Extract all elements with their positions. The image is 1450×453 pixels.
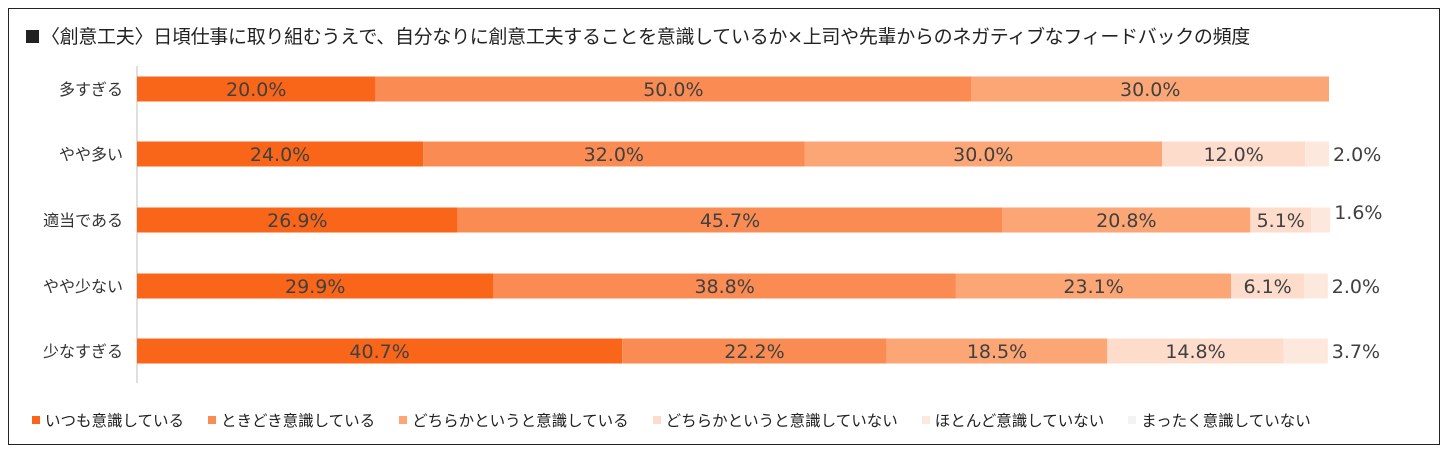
data-label: 2.0% <box>1333 144 1381 166</box>
title-square-icon <box>26 30 39 43</box>
data-label: 6.1% <box>1243 276 1291 298</box>
legend: いつも意識している ときどき意識している どちらかというと意識している どちらかという… <box>32 409 1311 431</box>
legend-item: ほとんど意識していない <box>921 409 1105 431</box>
data-label: 30.0% <box>953 144 1013 166</box>
category-label: やや少ない <box>43 277 123 296</box>
bar-segment <box>971 76 1329 102</box>
chart-title: 〈創意工夫〉日頃仕事に取り組むうえで、自分なりに創意工夫することを意識しているか… <box>26 22 1250 49</box>
bar-segment <box>137 207 458 233</box>
bar-segment <box>1002 207 1251 233</box>
legend-swatch <box>32 416 40 424</box>
bar-segment <box>1107 338 1284 364</box>
data-label: 30.0% <box>1120 79 1180 101</box>
bar-segment <box>1231 273 1304 299</box>
chart-frame <box>8 8 1440 445</box>
bar-segment <box>886 338 1108 364</box>
bar-segment <box>1250 207 1312 233</box>
bar-segment <box>493 273 956 299</box>
category-label: 少なすぎる <box>43 342 123 361</box>
bar-segment <box>1303 273 1328 299</box>
bar-segment <box>375 76 972 102</box>
data-label: 24.0% <box>250 144 310 166</box>
data-label: 29.9% <box>285 276 345 298</box>
data-label: 18.5% <box>967 341 1027 363</box>
bar-segment <box>1305 141 1329 167</box>
data-label: 45.7% <box>700 210 760 232</box>
legend-swatch <box>399 416 408 424</box>
category-label: 多すぎる <box>59 80 123 99</box>
data-label: 32.0% <box>584 144 644 166</box>
category-label: やや多い <box>59 145 123 164</box>
bar-segment <box>137 76 376 102</box>
data-label: 2.0% <box>1332 276 1380 298</box>
data-label: 22.2% <box>724 341 784 363</box>
chart-title-text: 〈創意工夫〉日頃仕事に取り組むうえで、自分なりに創意工夫することを意識しているか… <box>41 26 1251 48</box>
legend-item: いつも意識している <box>32 409 184 431</box>
data-label: 20.8% <box>1096 210 1156 232</box>
bar-segment <box>137 338 623 364</box>
legend-item: まったく意識していない <box>1128 409 1311 431</box>
bar-segment <box>423 141 805 167</box>
legend-label: まったく意識していない <box>1141 412 1311 430</box>
data-label: 5.1% <box>1257 210 1305 232</box>
legend-swatch <box>1128 416 1137 424</box>
legend-label: どちらかというと意識している <box>412 412 629 430</box>
legend-label: ときどき意識している <box>221 412 376 430</box>
legend-label: ほとんど意識していない <box>934 412 1105 430</box>
data-label: 38.8% <box>694 276 754 298</box>
data-label: 23.1% <box>1063 276 1123 298</box>
legend-label: どちらかというと意識していない <box>665 412 898 430</box>
bar-segment <box>955 273 1232 299</box>
bar-segment <box>1283 338 1328 364</box>
bar-segment <box>137 141 424 167</box>
category-label: 適当である <box>43 211 123 230</box>
bar-segment <box>622 338 887 364</box>
data-label: 40.7% <box>349 341 409 363</box>
data-label: 20.0% <box>226 79 286 101</box>
legend-item: どちらかというと意識していない <box>652 409 898 431</box>
data-label: 12.0% <box>1203 144 1263 166</box>
legend-item: どちらかというと意識している <box>399 409 629 431</box>
legend-item: ときどき意識している <box>208 409 375 431</box>
data-label: 3.7% <box>1332 341 1380 363</box>
legend-swatch <box>208 416 217 424</box>
data-label: 14.8% <box>1165 341 1225 363</box>
bar-segment <box>804 141 1163 167</box>
bar-segment <box>457 207 1003 233</box>
legend-swatch <box>652 416 661 424</box>
data-label: 50.0% <box>643 79 703 101</box>
data-label: 1.6% <box>1334 202 1382 224</box>
data-label: 26.9% <box>267 210 327 232</box>
bar-segment <box>1162 141 1306 167</box>
legend-label: いつも意識している <box>45 412 185 430</box>
legend-swatch <box>921 416 930 424</box>
bar-segment <box>1311 207 1331 233</box>
bar-segment <box>137 273 494 299</box>
